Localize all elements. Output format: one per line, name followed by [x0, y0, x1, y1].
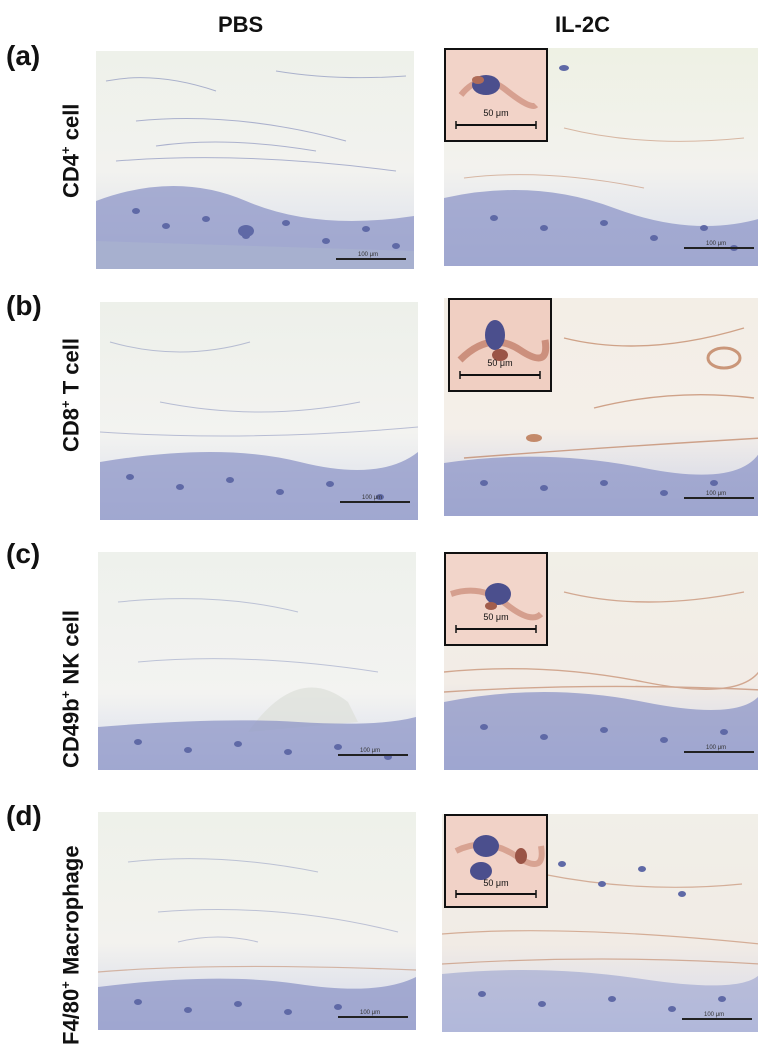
- inset-il2c-b: 50 μm: [448, 298, 552, 392]
- inset-scale-label-c: 50 μm: [483, 612, 509, 622]
- scale-label-il2c-c: 100 μm: [706, 745, 726, 751]
- micrograph-il2c-cd49b: 100 μm 50 μm: [444, 552, 758, 770]
- scale-label-pbs-d: 100 μm: [360, 1010, 380, 1016]
- column-header-pbs: PBS: [218, 12, 264, 37]
- inset-scale-label-a: 50 μm: [483, 108, 509, 118]
- scale-label-pbs-a: 100 μm: [358, 252, 378, 258]
- scale-label-pbs-c: 100 μm: [360, 748, 380, 754]
- panel-letter-b: (b): [6, 290, 42, 321]
- inset-scale-label-b: 50 μm: [487, 358, 513, 368]
- row-label-d: F4/80+ Macrophage: [58, 845, 84, 1045]
- micrograph-pbs-cd4: 100 μm: [96, 51, 414, 269]
- row-label-b: CD8+ T cell: [58, 338, 84, 452]
- panel-letter-d: (d): [6, 800, 42, 831]
- row-label-c: CD49b+ NK cell: [58, 610, 84, 768]
- panel-letter-c: (c): [6, 538, 41, 569]
- micrograph-pbs-cd8: 100 μm: [100, 302, 418, 520]
- inset-il2c-d: 50 μm: [444, 814, 548, 908]
- micrograph-pbs-f480: 100 μm: [98, 812, 416, 1030]
- row-label-a: CD4+ cell: [58, 103, 84, 198]
- scale-label-il2c-a: 100 μm: [706, 241, 726, 247]
- micrograph-il2c-cd8: 100 μm 50 μm: [444, 298, 758, 516]
- scale-label-il2c-b: 100 μm: [706, 491, 726, 497]
- micrograph-il2c-f480: 100 μm 50 μm: [442, 814, 758, 1032]
- inset-il2c-c: 50 μm: [444, 552, 548, 646]
- micrograph-il2c-cd4: 100 μm 50 μm: [444, 48, 758, 266]
- inset-il2c-a: 50 μm: [444, 48, 548, 142]
- panel-letter-a: (a): [6, 40, 41, 71]
- micrograph-pbs-cd49b: 100 μm: [98, 552, 416, 770]
- column-header-il2c: IL-2C: [555, 12, 610, 37]
- inset-scale-label-d: 50 μm: [483, 878, 509, 888]
- scale-label-pbs-b: 100 μm: [362, 495, 382, 501]
- scale-label-il2c-d: 100 μm: [704, 1012, 724, 1018]
